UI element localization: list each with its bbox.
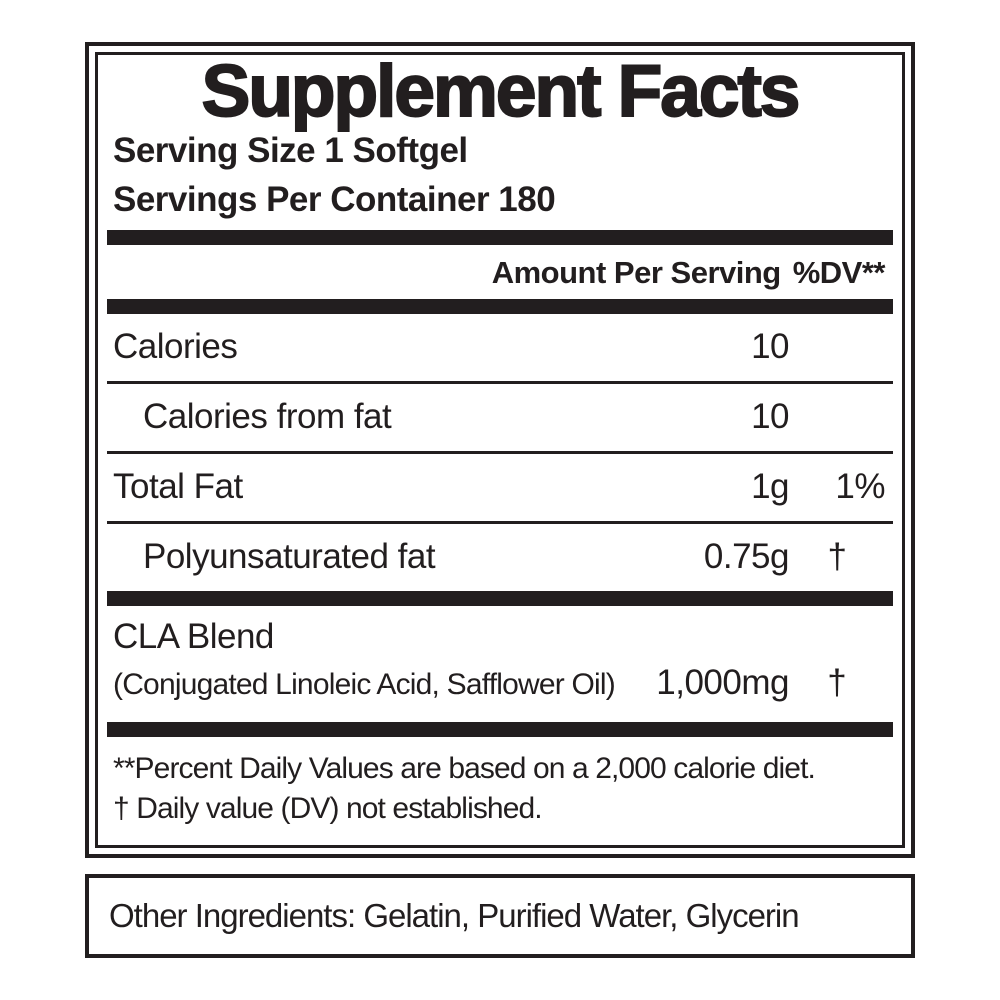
nutrient-amount: 0.75g [703, 537, 790, 577]
nutrient-row-calories-from-fat: Calories from fat 10 [107, 384, 893, 451]
nutrient-row-total-fat: Total Fat 1g 1% [107, 454, 893, 521]
footnote-dv-not-established: † Daily value (DV) not established. [113, 792, 543, 826]
nutrient-name: Polyunsaturated fat [143, 537, 436, 577]
other-ingredients-text: Other Ingredients: Gelatin, Purified Wat… [109, 897, 800, 935]
nutrient-name: Calories from fat [143, 397, 392, 437]
blend-name: CLA Blend [113, 617, 274, 657]
blend-dv-dagger: † [827, 663, 847, 703]
other-ingredients-box: Other Ingredients: Gelatin, Purified Wat… [85, 874, 915, 959]
blend-detail: (Conjugated Linoleic Acid, Safflower Oil… [113, 668, 616, 702]
thin-divider-line [107, 381, 893, 385]
thick-divider-bar [107, 591, 893, 607]
dv-header: %DV** [792, 255, 886, 291]
blend-row-cla: (Conjugated Linoleic Acid, Safflower Oil… [107, 658, 893, 722]
footnotes: **Percent Daily Values are based on a 2,… [107, 737, 893, 829]
thick-divider-bar [107, 230, 893, 246]
servings-per-container-line: Servings Per Container 180 [113, 180, 556, 220]
nutrient-amount: 10 [751, 397, 789, 437]
nutrient-name: Calories [113, 327, 238, 367]
supplement-facts-inner-border: Supplement Facts Serving Size 1 Softgel … [95, 51, 905, 849]
column-header: Amount Per Serving %DV** [107, 255, 893, 291]
panel-title: Supplement Facts [201, 51, 802, 132]
nutrient-amount: 10 [751, 327, 789, 367]
footnote-percent-daily-values: **Percent Daily Values are based on a 2,… [113, 752, 816, 786]
nutrient-row-polyunsaturated-fat: Polyunsaturated fat 0.75g † [107, 524, 893, 591]
amount-per-serving-header: Amount Per Serving [491, 255, 782, 291]
nutrient-name: Total Fat [113, 467, 243, 507]
supplement-facts-panel: Supplement Facts Serving Size 1 Softgel … [85, 42, 915, 859]
nutrient-row-calories: Calories 10 [107, 314, 893, 381]
nutrient-dv: 1% [835, 467, 885, 507]
thick-divider-bar [107, 722, 893, 738]
nutrient-amount: 1g [751, 467, 789, 507]
serving-size-line: Serving Size 1 Softgel [113, 131, 468, 171]
nutrient-dv-dagger: † [827, 537, 847, 577]
label-image: Supplement Facts Serving Size 1 Softgel … [85, 42, 915, 959]
thin-divider-line [107, 451, 893, 455]
thin-divider-line [107, 521, 893, 525]
thick-divider-bar [107, 299, 893, 315]
blend-amount: 1,000mg [656, 663, 789, 703]
